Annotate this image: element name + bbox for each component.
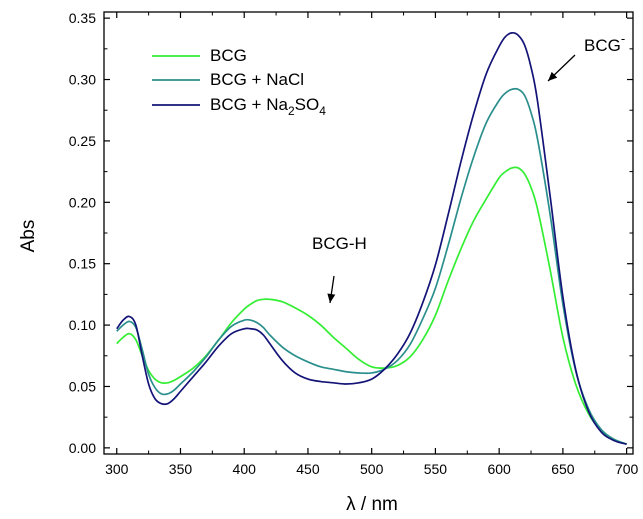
annotation-arrow-head bbox=[548, 71, 558, 81]
annotation-bcg-h: BCG-H bbox=[312, 234, 367, 253]
legend-entry-bcg: BCG bbox=[210, 46, 247, 65]
series-line-bcg-nacl bbox=[116, 87, 627, 445]
series-line-bcg-na2so4 bbox=[116, 31, 627, 446]
x-axis-title: λ / nm bbox=[346, 494, 398, 515]
x-tick-label: 500 bbox=[360, 461, 384, 477]
x-tick-label: 700 bbox=[615, 461, 639, 477]
legend-entry-bcg-na2so4: BCG + Na2SO4 bbox=[210, 95, 326, 118]
x-tick-label: 650 bbox=[551, 461, 575, 477]
series-line-bcg bbox=[116, 166, 627, 445]
y-tick-label: 0.00 bbox=[69, 440, 96, 456]
x-tick-label: 550 bbox=[424, 461, 448, 477]
annotation-arrow-head bbox=[327, 293, 336, 303]
y-tick-label: 0.20 bbox=[69, 194, 96, 210]
y-tick-label: 0.30 bbox=[69, 72, 96, 88]
legend-entry-bcg-nacl: BCG + NaCl bbox=[210, 70, 304, 89]
y-axis-title: Abs bbox=[18, 220, 39, 253]
x-tick-label: 600 bbox=[487, 461, 511, 477]
x-tick-label: 400 bbox=[233, 461, 257, 477]
x-tick-label: 300 bbox=[105, 461, 129, 477]
y-tick-label: 0.05 bbox=[69, 378, 96, 394]
annotation-bcg-minus: BCG- bbox=[584, 31, 625, 55]
x-tick-label: 350 bbox=[169, 461, 193, 477]
y-tick-label: 0.35 bbox=[69, 10, 96, 26]
y-tick-label: 0.10 bbox=[69, 317, 96, 333]
y-tick-label: 0.25 bbox=[69, 133, 96, 149]
x-tick-label: 450 bbox=[296, 461, 320, 477]
y-tick-label: 0.15 bbox=[69, 256, 96, 272]
